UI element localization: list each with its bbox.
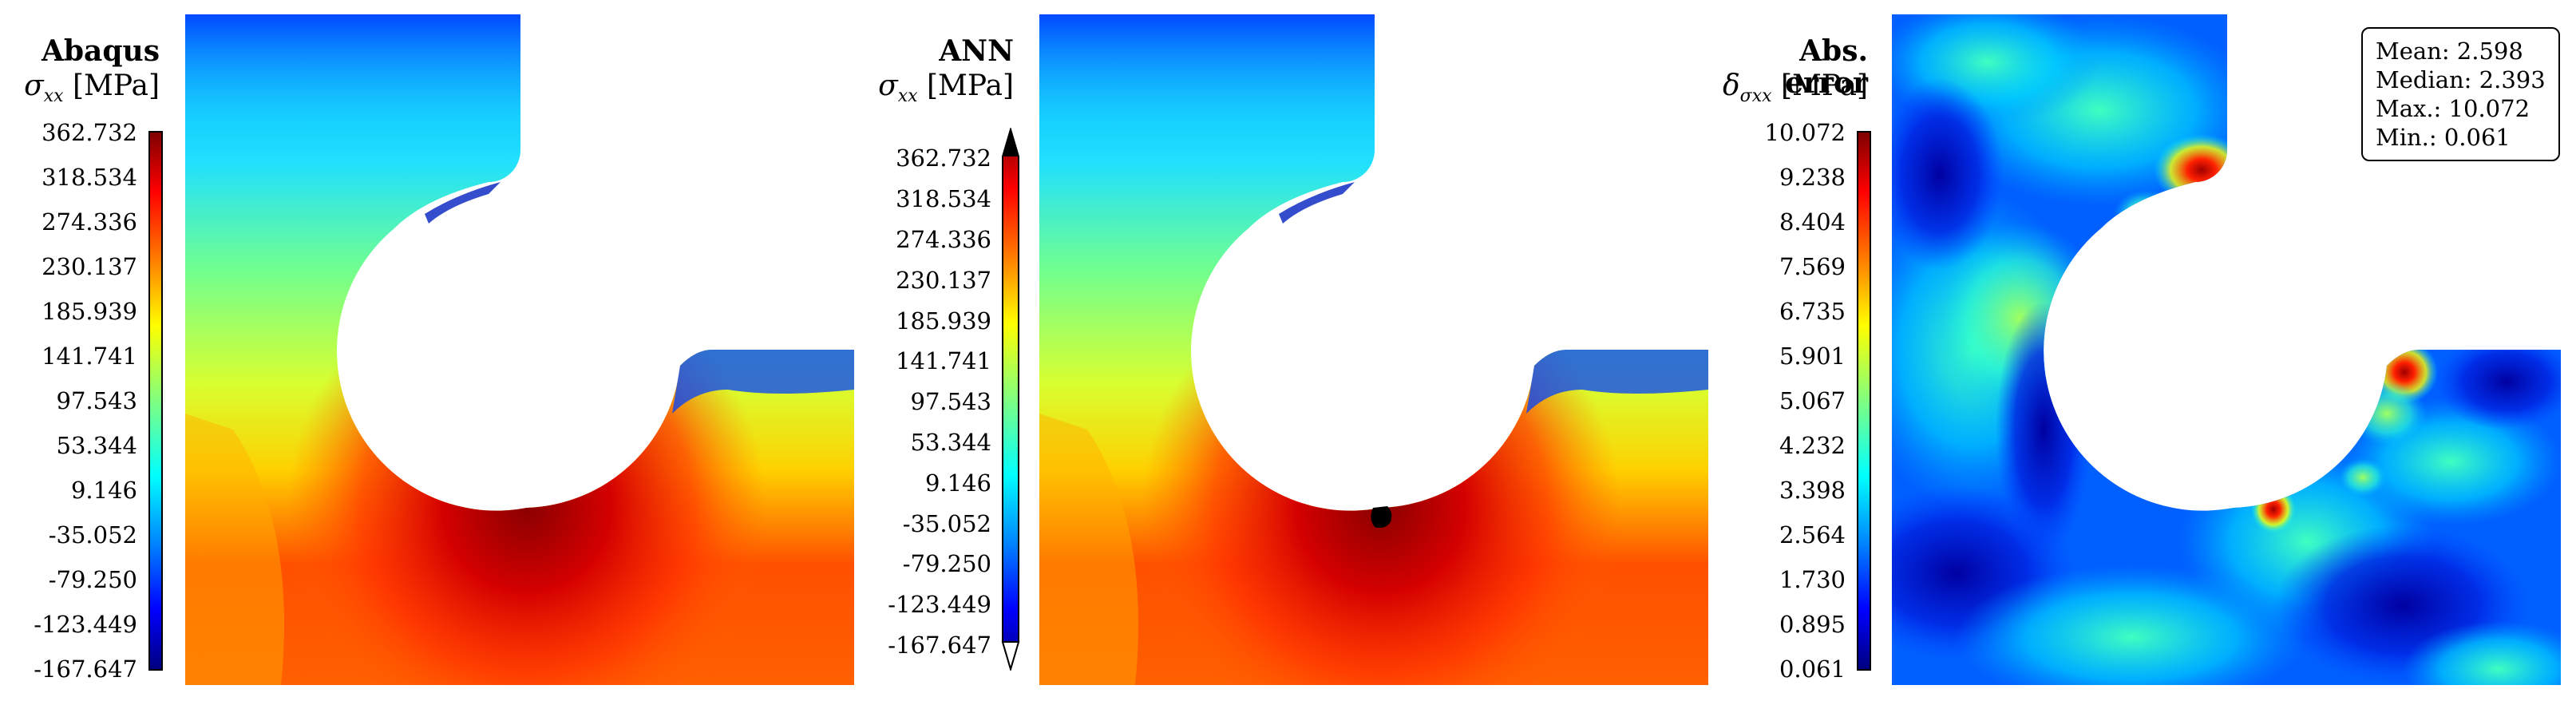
colorbar-ticks: 10.072 9.238 8.404 7.569 6.735 5.901 5.0… [1708, 121, 1846, 681]
tick-label: 0.895 [1779, 611, 1846, 638]
tick-label: 141.741 [42, 343, 137, 370]
tick-label: -167.647 [34, 655, 137, 683]
tick-label: 362.732 [42, 119, 137, 146]
tick-label: 6.735 [1779, 298, 1846, 325]
tick-label: 185.939 [896, 307, 991, 335]
colorbar [1857, 131, 1871, 671]
tick-label: 97.543 [56, 387, 137, 414]
tick-label: 318.534 [42, 164, 137, 191]
tick-label: 9.146 [924, 469, 991, 497]
tick-label: -35.052 [48, 521, 137, 549]
tick-label: -79.250 [48, 566, 137, 593]
stat-mean: Mean: 2.598 [2376, 38, 2523, 65]
panel-title: Abs. error [1785, 34, 1868, 100]
panel-title: ANN [939, 34, 1014, 68]
tick-label: -167.647 [888, 632, 991, 659]
quantity-symbol: σ [878, 69, 898, 102]
tick-label: 230.137 [896, 267, 991, 294]
tick-label: -123.449 [34, 611, 137, 638]
statistics-box: Mean: 2.598 Median: 2.393 Max.: 10.072 M… [2361, 27, 2560, 161]
panel-title: Abaqus [41, 34, 160, 68]
tick-label: 53.344 [56, 432, 137, 459]
tick-label: 2.564 [1779, 521, 1846, 549]
stat-median: Median: 2.393 [2376, 66, 2546, 93]
stress-field-ann [1039, 14, 1708, 685]
colorbar-extended [1001, 128, 1020, 671]
quantity-subscript: σxx [1739, 86, 1772, 107]
abs-error-field [1892, 14, 2561, 685]
quantity-subscript: xx [43, 86, 64, 107]
quantity-symbol: σ [24, 69, 44, 102]
quantity-label: σxx [MPa] [0, 70, 160, 113]
tick-label: -79.250 [902, 550, 991, 577]
tick-label: 141.741 [896, 347, 991, 374]
panel-ann: ANN σxx [MPa] 362.732 318.534 274.336 2 [854, 0, 1708, 701]
quantity-symbol: δ [1722, 69, 1740, 102]
tick-label: 3.398 [1779, 477, 1846, 504]
tick-label: 362.732 [896, 145, 991, 172]
tick-label: 10.072 [1764, 119, 1846, 146]
colorbar [148, 131, 163, 671]
quantity-unit: [MPa] [926, 69, 1014, 102]
tick-label: 5.901 [1779, 343, 1846, 370]
tick-label: 53.344 [910, 429, 991, 456]
tick-label: 274.336 [896, 226, 991, 253]
tick-label: 9.238 [1779, 164, 1846, 191]
tick-label: 1.730 [1779, 566, 1846, 593]
tick-label: 7.569 [1779, 253, 1846, 280]
stat-min: Min.: 0.061 [2376, 124, 2511, 151]
quantity-subscript: xx [897, 86, 918, 107]
tick-label: 274.336 [42, 208, 137, 236]
quantity-unit: [MPa] [1780, 69, 1868, 102]
quantity-label: δσxx [MPa] [1708, 70, 1868, 113]
quantity-unit: [MPa] [72, 69, 160, 102]
tick-label: 9.146 [70, 477, 137, 504]
tick-label: -35.052 [902, 510, 991, 537]
quantity-label: σxx [MPa] [854, 70, 1014, 113]
tick-label: -123.449 [888, 591, 991, 618]
stress-field-abaqus [185, 14, 854, 685]
tick-label: 4.232 [1779, 432, 1846, 459]
tick-label: 8.404 [1779, 208, 1846, 236]
colorbar-ticks: 362.732 318.534 274.336 230.137 185.939 … [854, 146, 991, 657]
tick-label: 0.061 [1779, 655, 1846, 683]
tick-label: 97.543 [910, 388, 991, 415]
tick-label: 185.939 [42, 298, 137, 325]
colorbar-ticks: 362.732 318.534 274.336 230.137 185.939 … [0, 121, 137, 681]
tick-label: 318.534 [896, 185, 991, 212]
panel-abs-error: Abs. error δσxx [MPa] 10.072 9.238 8.404… [1708, 0, 2576, 701]
stat-max: Max.: 10.072 [2376, 95, 2530, 122]
tick-label: 230.137 [42, 253, 137, 280]
panel-abaqus: Abaqus σxx [MPa] 362.732 318.534 274.336… [0, 0, 854, 701]
tick-label: 5.067 [1779, 387, 1846, 414]
